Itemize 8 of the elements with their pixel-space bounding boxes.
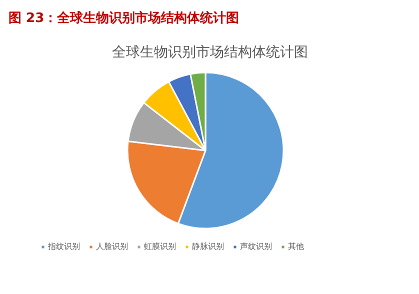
legend-label: 人脸识别: [96, 241, 128, 252]
legend-label: 指纹识别: [48, 241, 80, 252]
legend-label: 声纹识别: [240, 241, 272, 252]
legend-label: 其他: [288, 241, 305, 252]
chart-subtitle: 全球生物识别市场结构体统计图: [112, 44, 308, 60]
legend-label: 虹膜识别: [144, 241, 176, 252]
legend-label: 静脉识别: [192, 241, 224, 252]
chart-title: 图 23：全球生物识别市场结构体统计图: [8, 10, 240, 26]
